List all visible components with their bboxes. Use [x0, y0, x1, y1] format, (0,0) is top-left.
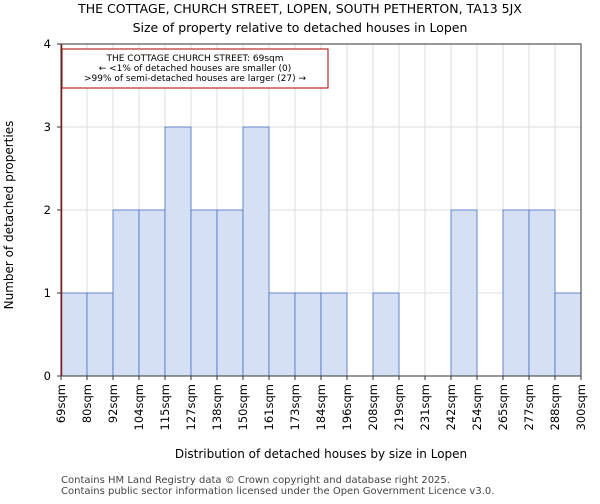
x-tick-label: 254sqm [470, 384, 484, 430]
x-tick-label: 208sqm [366, 384, 380, 430]
bar-127sqm [190, 209, 218, 377]
y-tick-label: 0 [44, 369, 51, 383]
x-tick-label: 80sqm [80, 384, 94, 423]
x-tick-label: 277sqm [522, 384, 536, 430]
x-tick-label: 104sqm [132, 384, 146, 430]
x-tick-label: 231sqm [418, 384, 432, 430]
x-tick-label: 69sqm [54, 384, 68, 423]
bar-277sqm [528, 209, 556, 377]
annotation-box: THE COTTAGE CHURCH STREET: 69sqm ← <1% o… [61, 48, 329, 89]
x-tick-label: 173sqm [288, 384, 302, 430]
x-tick-label: 196sqm [340, 384, 354, 430]
y-tick-label: 3 [44, 120, 51, 134]
x-axis-label: Distribution of detached houses by size … [175, 447, 467, 461]
bar-208sqm [372, 292, 400, 377]
y-axis-label: Number of detached properties [2, 121, 16, 310]
annotation-line-3: >99% of semi-detached houses are larger … [84, 74, 307, 84]
bar-161sqm [268, 292, 296, 377]
x-tick-label: 138sqm [210, 384, 224, 430]
y-axis-ticks: 0 1 2 3 4 [44, 37, 61, 383]
bar-69sqm [60, 292, 88, 377]
bar-184sqm [320, 292, 348, 377]
annotation-frame [61, 48, 329, 89]
bar-265sqm [502, 209, 530, 377]
footer-line-2: Contains public sector information licen… [61, 486, 494, 497]
x-tick-label: 150sqm [236, 384, 250, 430]
bar-138sqm [216, 209, 244, 377]
bars-group [60, 126, 582, 377]
bar-80sqm [86, 292, 114, 377]
x-tick-label: 242sqm [444, 384, 458, 430]
x-tick-label: 265sqm [496, 384, 510, 430]
footer-line-1: Contains HM Land Registry data © Crown c… [61, 475, 450, 486]
annotation-line-2: ← <1% of detached houses are smaller (0) [99, 64, 292, 74]
x-tick-label: 300sqm [574, 384, 588, 430]
bar-92sqm [112, 209, 140, 377]
x-tick-label: 92sqm [106, 384, 120, 423]
bar-288sqm [554, 292, 582, 377]
x-tick-label: 219sqm [392, 384, 406, 430]
annotation-line-1: THE COTTAGE CHURCH STREET: 69sqm [105, 54, 283, 64]
chart-title: THE COTTAGE, CHURCH STREET, LOPEN, SOUTH… [77, 1, 522, 16]
x-axis-ticks: 69sqm 80sqm 92sqm 104sqm 115sqm 127sqm 138sqm 1… [54, 376, 588, 430]
bar-242sqm [450, 209, 478, 377]
chart-subtitle: Size of property relative to detached ho… [133, 20, 468, 35]
x-tick-label: 115sqm [158, 384, 172, 430]
bar-104sqm [138, 209, 166, 377]
y-tick-label: 1 [44, 286, 51, 300]
y-tick-label: 2 [44, 203, 51, 217]
x-tick-label: 184sqm [314, 384, 328, 430]
x-tick-label: 161sqm [262, 384, 276, 430]
x-tick-label: 127sqm [184, 384, 198, 430]
x-tick-label: 288sqm [548, 384, 562, 430]
bar-150sqm [242, 126, 270, 377]
bar-115sqm [164, 126, 192, 377]
bar-173sqm [294, 292, 322, 377]
y-tick-label: 4 [44, 37, 51, 51]
